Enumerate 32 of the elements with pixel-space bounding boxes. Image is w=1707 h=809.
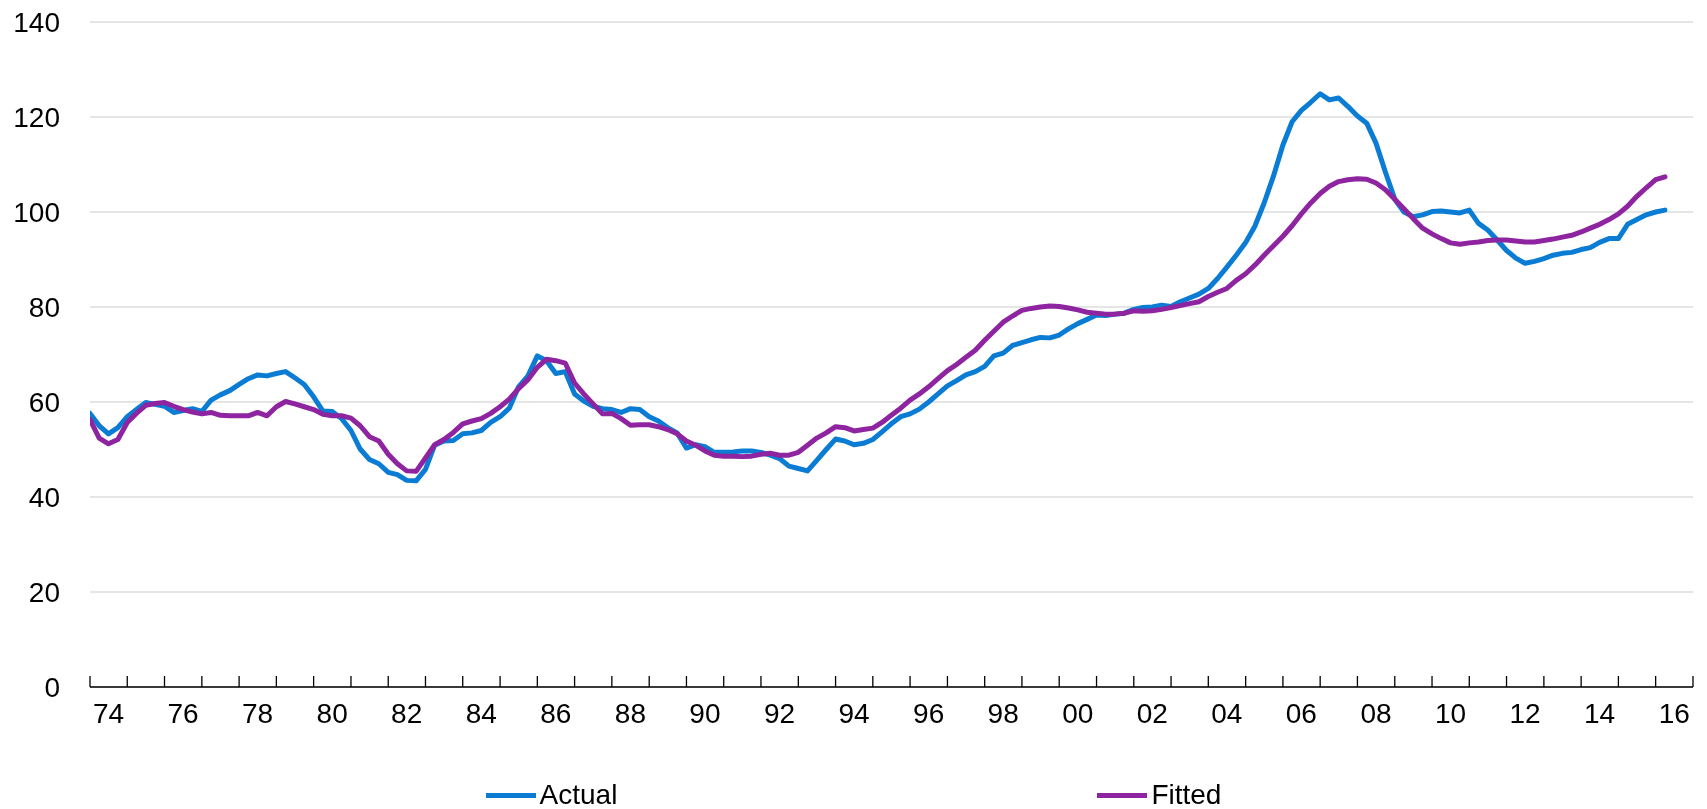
x-tick-label: 00 — [1062, 698, 1094, 729]
x-tick-label: 88 — [614, 698, 646, 729]
x-tick-label: 92 — [763, 698, 796, 729]
x-tick-label: 84 — [465, 698, 497, 729]
x-tick-label: 90 — [689, 698, 721, 729]
x-tick-label: 82 — [391, 698, 423, 729]
x-tick-label: 96 — [913, 698, 945, 729]
x-tick-label: 86 — [540, 698, 572, 729]
x-tick-label: 74 — [92, 698, 125, 729]
x-tick-label: 78 — [242, 698, 274, 729]
y-tick-label: 60 — [28, 386, 60, 418]
x-tick-label: 76 — [167, 698, 199, 729]
y-tick-label: 0 — [44, 671, 60, 703]
x-tick-label: 94 — [838, 698, 870, 729]
x-tick-label: 02 — [1136, 698, 1168, 729]
legend-label: Actual — [539, 779, 618, 809]
y-tick-label: 100 — [13, 196, 60, 228]
y-tick-label: 40 — [28, 481, 60, 513]
x-tick-label: 14 — [1584, 698, 1616, 729]
x-tick-label: 12 — [1509, 698, 1541, 729]
x-tick-label: 16 — [1658, 698, 1690, 729]
y-tick-label: 120 — [13, 101, 60, 133]
x-tick-label: 80 — [316, 698, 348, 729]
y-tick-label: 140 — [13, 6, 60, 38]
x-tick-label: 04 — [1211, 698, 1243, 729]
y-tick-label: 80 — [28, 291, 60, 323]
legend-label: Fitted — [1151, 779, 1222, 809]
x-tick-label: 06 — [1285, 698, 1317, 729]
x-tick-label: 08 — [1360, 698, 1392, 729]
y-tick-label: 20 — [28, 576, 60, 608]
x-tick-label: 98 — [987, 698, 1019, 729]
x-tick-label: 10 — [1434, 698, 1467, 729]
